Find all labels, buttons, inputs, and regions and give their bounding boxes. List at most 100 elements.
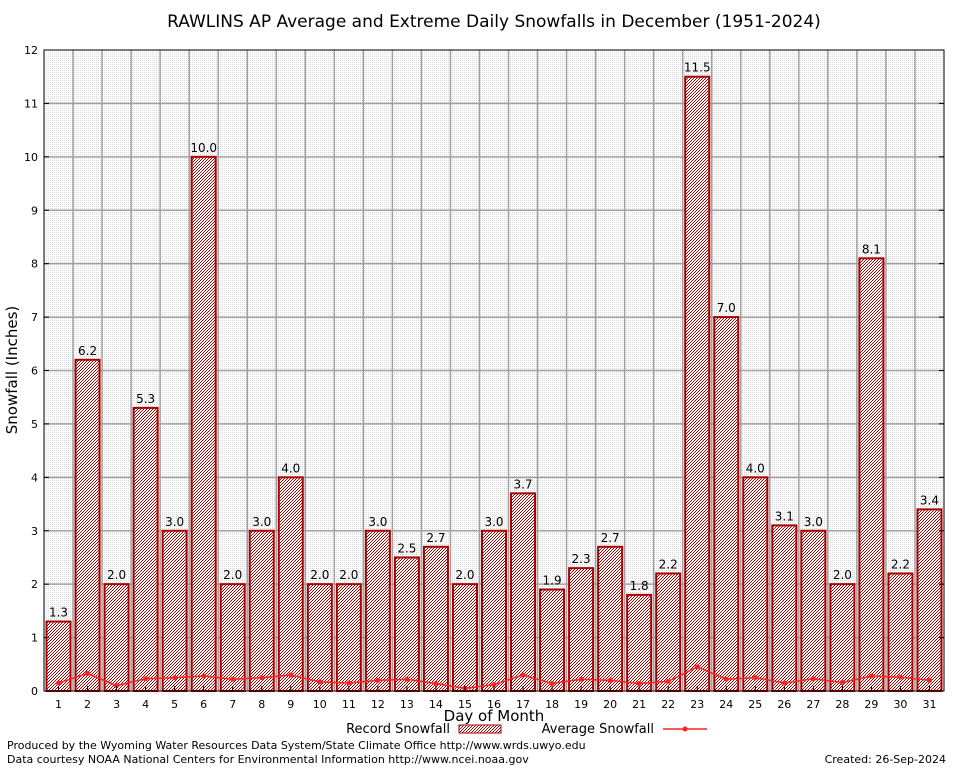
average-point-day-19: [578, 676, 584, 682]
record-bar-day-24: [713, 316, 740, 692]
x-tick-label-day-2: 2: [84, 698, 91, 711]
y-tick-label: 7: [31, 311, 38, 324]
record-bar-day-7: [219, 583, 246, 693]
bar-value-label-day-11: 2.0: [339, 568, 358, 582]
y-tick-label: 9: [31, 204, 38, 217]
x-tick-label-day-5: 5: [171, 698, 178, 711]
bar-value-label-day-14: 2.7: [426, 531, 445, 545]
record-bar-day-19: [568, 567, 595, 692]
record-bar-day-27: [800, 529, 827, 692]
x-tick-label-day-15: 15: [458, 698, 472, 711]
bar-value-label-day-25: 4.0: [746, 461, 765, 475]
x-tick-label-day-11: 11: [342, 698, 356, 711]
x-tick-label-day-1: 1: [55, 698, 62, 711]
bar-value-label-day-1: 1.3: [49, 606, 68, 620]
average-point-day-2: [85, 670, 91, 676]
bar-value-label-day-21: 1.8: [630, 579, 649, 593]
record-bar-day-6: [190, 155, 217, 693]
y-tick-label: 1: [31, 632, 38, 645]
average-point-day-20: [607, 677, 613, 683]
bar-value-label-day-8: 3.0: [252, 515, 271, 529]
x-tick-label-day-19: 19: [574, 698, 588, 711]
bar-value-label-day-9: 4.0: [281, 461, 300, 475]
record-bar-day-16: [481, 529, 507, 692]
average-point-day-27: [810, 676, 816, 682]
record-bar-day-14: [422, 545, 449, 693]
x-tick-label-day-23: 23: [690, 698, 704, 711]
x-tick-label-day-28: 28: [835, 698, 849, 711]
bar-value-label-day-28: 2.0: [833, 568, 852, 582]
bar-value-label-day-13: 2.5: [397, 541, 416, 555]
average-point-day-30: [897, 674, 903, 680]
x-tick-label-day-27: 27: [806, 698, 820, 711]
record-bar-day-13: [393, 556, 420, 692]
bar-value-label-day-3: 2.0: [107, 568, 126, 582]
average-point-day-10: [317, 679, 323, 685]
record-bar-day-25: [742, 476, 769, 693]
x-tick-label-day-25: 25: [748, 698, 762, 711]
record-bar-day-8: [248, 529, 275, 692]
average-point-day-3: [114, 683, 120, 689]
average-point-day-16: [491, 682, 497, 688]
footer-created-date: Created: 26-Sep-2024: [824, 753, 946, 766]
legend-swatch-record: [458, 724, 502, 734]
bar-value-label-day-31: 3.4: [920, 493, 939, 507]
y-tick-label: 4: [31, 471, 38, 484]
y-tick-label: 0: [31, 685, 38, 698]
y-tick-label: 6: [31, 365, 38, 378]
average-point-day-6: [201, 673, 207, 679]
average-point-day-23: [694, 664, 700, 670]
record-bar-day-2: [74, 358, 101, 692]
x-tick-label-day-4: 4: [142, 698, 149, 711]
average-point-day-13: [404, 676, 410, 682]
record-bar-day-15: [451, 583, 478, 693]
average-point-day-14: [433, 681, 439, 687]
record-bar-day-26: [771, 524, 798, 692]
legend-marker-average: [682, 726, 688, 732]
bar-value-label-day-12: 3.0: [368, 515, 387, 529]
bar-value-label-day-27: 3.0: [804, 515, 823, 529]
bar-value-label-day-24: 7.0: [717, 301, 736, 315]
bar-value-label-day-30: 2.2: [891, 557, 910, 571]
average-point-day-12: [375, 677, 381, 683]
average-point-day-17: [520, 672, 526, 678]
x-tick-label-day-30: 30: [893, 698, 907, 711]
record-bar-day-4: [132, 406, 159, 692]
record-bar-day-22: [655, 572, 682, 693]
y-tick-label: 8: [31, 258, 38, 271]
bar-value-label-day-20: 2.7: [601, 531, 620, 545]
legend-label-record: Record Snowfall: [346, 722, 450, 737]
y-tick-label: 12: [24, 44, 38, 57]
record-bar-day-1: [45, 620, 72, 693]
bar-value-label-day-4: 5.3: [136, 392, 155, 406]
average-point-day-11: [346, 680, 352, 686]
x-tick-label-day-7: 7: [229, 698, 236, 711]
bar-value-label-day-10: 2.0: [310, 568, 329, 582]
record-bar-day-18: [539, 588, 566, 693]
footer-produced-by: Produced by the Wyoming Water Resources …: [7, 739, 586, 752]
x-tick-label-day-16: 16: [487, 698, 501, 711]
record-bar-day-5: [161, 529, 188, 692]
bar-value-label-day-5: 3.0: [165, 515, 184, 529]
x-tick-label-day-12: 12: [371, 698, 385, 711]
bar-value-label-day-29: 8.1: [862, 242, 881, 256]
legend: Record Snowfall Average Snowfall: [346, 722, 707, 737]
record-bar-day-31: [916, 508, 943, 692]
record-bar-day-3: [103, 583, 130, 693]
record-bar-day-21: [626, 593, 653, 692]
average-point-day-31: [926, 677, 932, 683]
bar-value-label-day-19: 2.3: [572, 552, 591, 566]
x-tick-label-day-17: 17: [516, 698, 530, 711]
record-bar-day-28: [829, 583, 856, 693]
bar-value-label-day-7: 2.0: [223, 568, 242, 582]
x-tick-label-day-20: 20: [603, 698, 617, 711]
x-tick-label-day-14: 14: [429, 698, 443, 711]
average-point-day-1: [56, 680, 62, 686]
x-tick-label-day-8: 8: [258, 698, 265, 711]
x-axis-label: Day of Month: [444, 707, 545, 725]
footer-data-courtesy: Data courtesy NOAA National Centers for …: [7, 753, 529, 766]
average-point-day-22: [665, 678, 671, 684]
record-bar-day-17: [510, 492, 537, 692]
y-axis-label: Snowfall (Inches): [3, 306, 21, 434]
